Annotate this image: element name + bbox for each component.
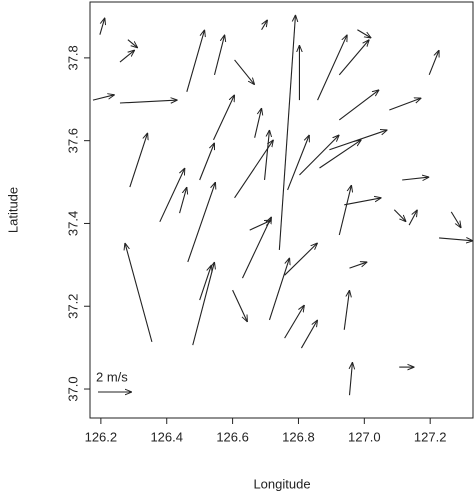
arrow xyxy=(284,305,305,339)
x-tick-label: 126.6 xyxy=(216,429,249,444)
arrow xyxy=(287,135,310,191)
arrow xyxy=(179,187,187,214)
arrow xyxy=(129,133,148,188)
arrow xyxy=(344,198,381,206)
arrow xyxy=(159,168,185,223)
arrow xyxy=(125,243,153,342)
arrow xyxy=(241,217,271,279)
arrow xyxy=(338,40,369,76)
y-tick-label: 37.4 xyxy=(65,211,80,236)
arrow xyxy=(350,362,353,396)
arrow xyxy=(263,130,270,181)
arrow xyxy=(450,211,461,228)
arrow xyxy=(393,209,406,222)
arrow xyxy=(187,182,216,263)
x-tick-label: 127.0 xyxy=(348,429,381,444)
arrow xyxy=(268,258,289,321)
arrow xyxy=(343,290,349,330)
arrow xyxy=(232,289,248,322)
arrow xyxy=(127,39,138,48)
arrow xyxy=(92,95,115,101)
y-tick-label: 37.0 xyxy=(65,376,80,401)
arrow xyxy=(319,140,362,169)
arrow xyxy=(428,50,440,76)
arrow xyxy=(119,100,178,103)
y-tick-label: 37.6 xyxy=(65,128,80,153)
arrow xyxy=(389,98,421,111)
arrow xyxy=(234,59,255,85)
arrow xyxy=(338,185,351,236)
x-tick-label: 126.2 xyxy=(85,429,118,444)
x-axis-label: Longitude xyxy=(253,476,310,491)
arrow xyxy=(186,30,205,92)
arrow xyxy=(254,108,262,138)
arrow xyxy=(317,35,348,101)
arrow xyxy=(199,143,215,181)
arrow xyxy=(192,262,215,346)
arrow xyxy=(261,20,268,31)
y-tick-label: 37.8 xyxy=(65,45,80,70)
arrow xyxy=(439,238,473,241)
x-tick-label: 126.8 xyxy=(282,429,315,444)
arrow xyxy=(338,90,379,121)
arrow xyxy=(329,130,387,151)
arrows xyxy=(92,15,473,396)
arrow xyxy=(402,177,429,180)
arrow xyxy=(213,35,224,75)
plot-frame xyxy=(89,1,474,419)
y-tick-label: 37.2 xyxy=(65,294,80,319)
arrow xyxy=(300,320,317,349)
arrow xyxy=(249,220,272,231)
x-tick-label: 126.4 xyxy=(150,429,183,444)
arrow xyxy=(284,243,318,276)
arrow xyxy=(349,262,368,269)
y-axis-label: Latitude xyxy=(5,187,20,233)
arrow xyxy=(212,95,234,141)
arrow xyxy=(234,140,274,199)
arrow xyxy=(299,135,339,176)
arrow xyxy=(408,210,417,226)
arrow xyxy=(278,15,295,250)
x-tick-label: 127.2 xyxy=(414,429,447,444)
arrow xyxy=(99,18,105,35)
scale-label: 2 m/s xyxy=(96,369,128,384)
arrow xyxy=(119,50,135,63)
arrow xyxy=(199,265,212,301)
arrow xyxy=(357,29,371,38)
